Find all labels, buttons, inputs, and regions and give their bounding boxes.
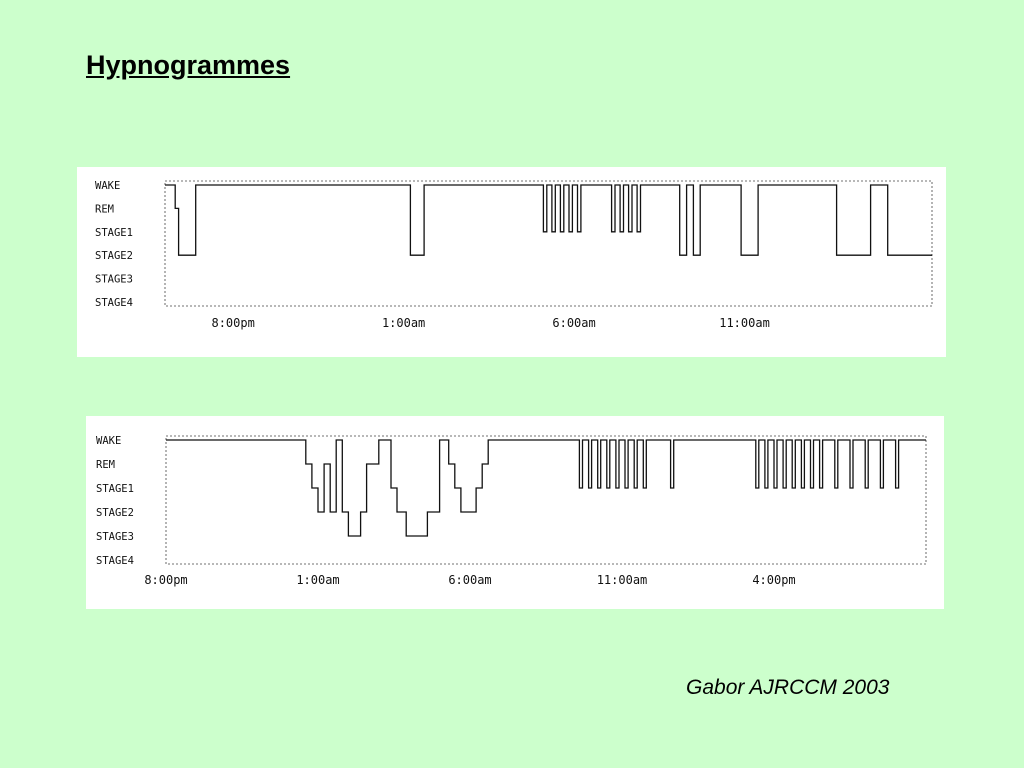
hypnogram-chart-1: WAKE REM STAGE1 STAGE2 STAGE3 STAGE4 8:00pm 1:0… bbox=[95, 180, 933, 330]
time-tick-label: 1:00am bbox=[296, 573, 339, 587]
stage-label-wake: WAKE bbox=[95, 180, 120, 192]
stage-label-stage4: STAGE4 bbox=[96, 555, 134, 567]
hypnogram-trace bbox=[166, 439, 926, 537]
stage-label-stage2: STAGE2 bbox=[95, 250, 133, 262]
stage-label-stage4: STAGE4 bbox=[95, 297, 133, 309]
time-tick-label: 11:00am bbox=[719, 316, 770, 330]
hypnogram-panel-1: WAKE REM STAGE1 STAGE2 STAGE3 STAGE4 8:00pm 1:0… bbox=[77, 167, 946, 357]
stage-label-stage3: STAGE3 bbox=[95, 274, 133, 286]
stage-label-stage1: STAGE1 bbox=[95, 227, 133, 239]
time-tick-label: 1:00am bbox=[382, 316, 425, 330]
stage-label-rem: REM bbox=[95, 203, 114, 215]
time-tick-label: 6:00am bbox=[448, 573, 491, 587]
stage-label-stage2: STAGE2 bbox=[96, 507, 134, 519]
plot-frame bbox=[165, 435, 927, 565]
stage-label-stage3: STAGE3 bbox=[96, 531, 134, 543]
hypnogram-panel-2: WAKE REM STAGE1 STAGE2 STAGE3 STAGE4 8:00pm 1:0… bbox=[86, 416, 944, 609]
stage-label-rem: REM bbox=[96, 459, 115, 471]
time-tick-label: 6:00am bbox=[552, 316, 595, 330]
time-tick-label: 11:00am bbox=[597, 573, 648, 587]
stage-label-wake: WAKE bbox=[96, 435, 121, 447]
hypnogram-chart-2: WAKE REM STAGE1 STAGE2 STAGE3 STAGE4 8:00pm 1:0… bbox=[96, 435, 927, 587]
hypnogram-trace bbox=[165, 184, 932, 256]
time-tick-label: 4:00pm bbox=[752, 573, 795, 587]
slide-title: Hypnogrammes bbox=[86, 50, 291, 80]
stage-label-stage1: STAGE1 bbox=[96, 483, 134, 495]
citation: Gabor AJRCCM 2003 bbox=[686, 676, 890, 699]
time-tick-label: 8:00pm bbox=[144, 573, 187, 587]
time-tick-label: 8:00pm bbox=[211, 316, 254, 330]
plot-frame bbox=[164, 180, 933, 307]
